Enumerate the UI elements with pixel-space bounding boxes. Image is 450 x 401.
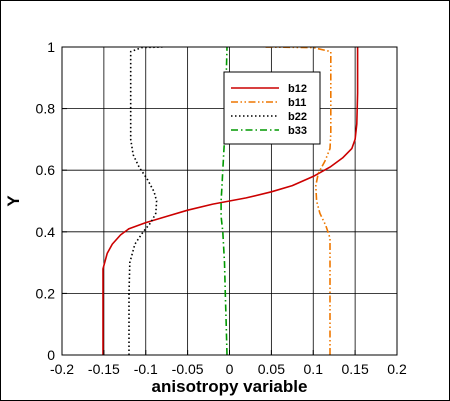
y-tick-label: 0.2 <box>36 285 56 301</box>
x-tick-label: -0.15 <box>88 361 120 377</box>
y-tick-label: 0.4 <box>36 224 56 240</box>
x-tick-label: 0.15 <box>342 361 369 377</box>
series-line-b11 <box>262 47 332 355</box>
legend-label-b22: b22 <box>288 111 307 123</box>
x-tick-label: 0.2 <box>387 361 407 377</box>
x-axis-title: anisotropy variable <box>152 377 308 396</box>
x-tick-label: -0.2 <box>50 361 74 377</box>
y-axis-title: Y <box>4 195 23 207</box>
y-tick-label: 1 <box>47 39 55 55</box>
legend-box <box>223 71 321 145</box>
legend-label-b12: b12 <box>288 83 307 95</box>
ticks: -0.2 -0.15 -0.1 -0.05 0 0.05 0.1 0.15 0.2 0 0.2 0.4… <box>36 39 407 377</box>
legend-label-b11: b11 <box>288 97 306 109</box>
x-tick-label: 0 <box>226 361 234 377</box>
series-line-b12 <box>102 47 359 355</box>
y-tick-label: 0.8 <box>36 101 56 117</box>
x-tick-label: -0.05 <box>172 361 204 377</box>
legend: b12 b11 b22 b33 <box>223 71 321 145</box>
y-tick-label: 0.6 <box>36 162 56 178</box>
y-tick-label: 0 <box>47 347 55 363</box>
x-tick-label: -0.1 <box>134 361 158 377</box>
series-line-b22 <box>128 47 163 355</box>
x-tick-label: 0.05 <box>258 361 285 377</box>
legend-label-b33: b33 <box>288 125 307 137</box>
x-tick-label: 0.1 <box>304 361 324 377</box>
